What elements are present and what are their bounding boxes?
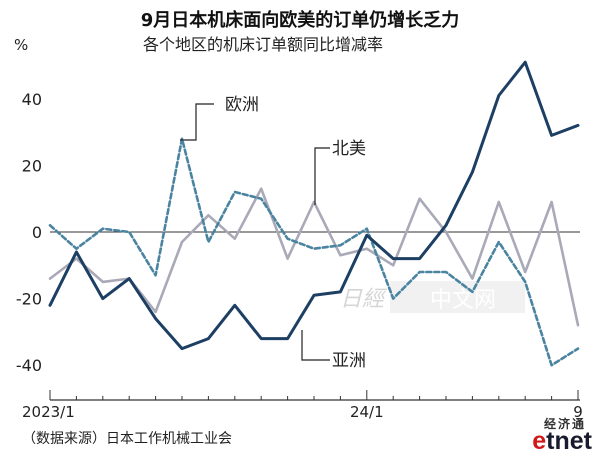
watermark-logo: 日經 中文网 — [340, 281, 525, 313]
series-layer — [48, 60, 580, 367]
x-tick-label: 9 — [573, 403, 583, 421]
x-tick-label: 24/1 — [350, 403, 384, 421]
legend-label: 欧洲 — [225, 95, 259, 115]
legend-label: 亚洲 — [332, 351, 366, 371]
legend-label: 北美 — [332, 139, 366, 159]
page-title: 9月日本机床面向欧美的订单仍增长乏力 — [140, 10, 460, 31]
x-tick-label: 2023/1 — [22, 403, 75, 421]
y-tick-label: -20 — [16, 290, 42, 309]
y-tick-label: -40 — [16, 356, 42, 375]
brand-top-text: 经济通 — [543, 417, 586, 431]
page-subtitle: 各个地区的机床订单额同比增减率 — [143, 35, 384, 54]
legend-leader — [301, 330, 330, 361]
brand-logo: 经济通 etnet — [516, 415, 596, 457]
y-tick-label: 0 — [32, 223, 42, 242]
y-tick-label: 20 — [22, 156, 42, 175]
legend-leader — [180, 103, 214, 141]
legend-leader — [314, 147, 330, 205]
svg-text:日經: 日經 — [340, 287, 388, 312]
chart-axes — [49, 231, 580, 401]
brand-main-text: etnet — [532, 427, 592, 455]
y-unit-label: % — [14, 36, 28, 54]
y-tick-label: 40 — [22, 90, 42, 109]
source-note: （数据来源）日本工作机械工业会 — [22, 431, 232, 447]
svg-text:中文网: 中文网 — [430, 288, 496, 313]
series-line-asia — [48, 60, 580, 351]
series-line-europe — [48, 137, 580, 367]
